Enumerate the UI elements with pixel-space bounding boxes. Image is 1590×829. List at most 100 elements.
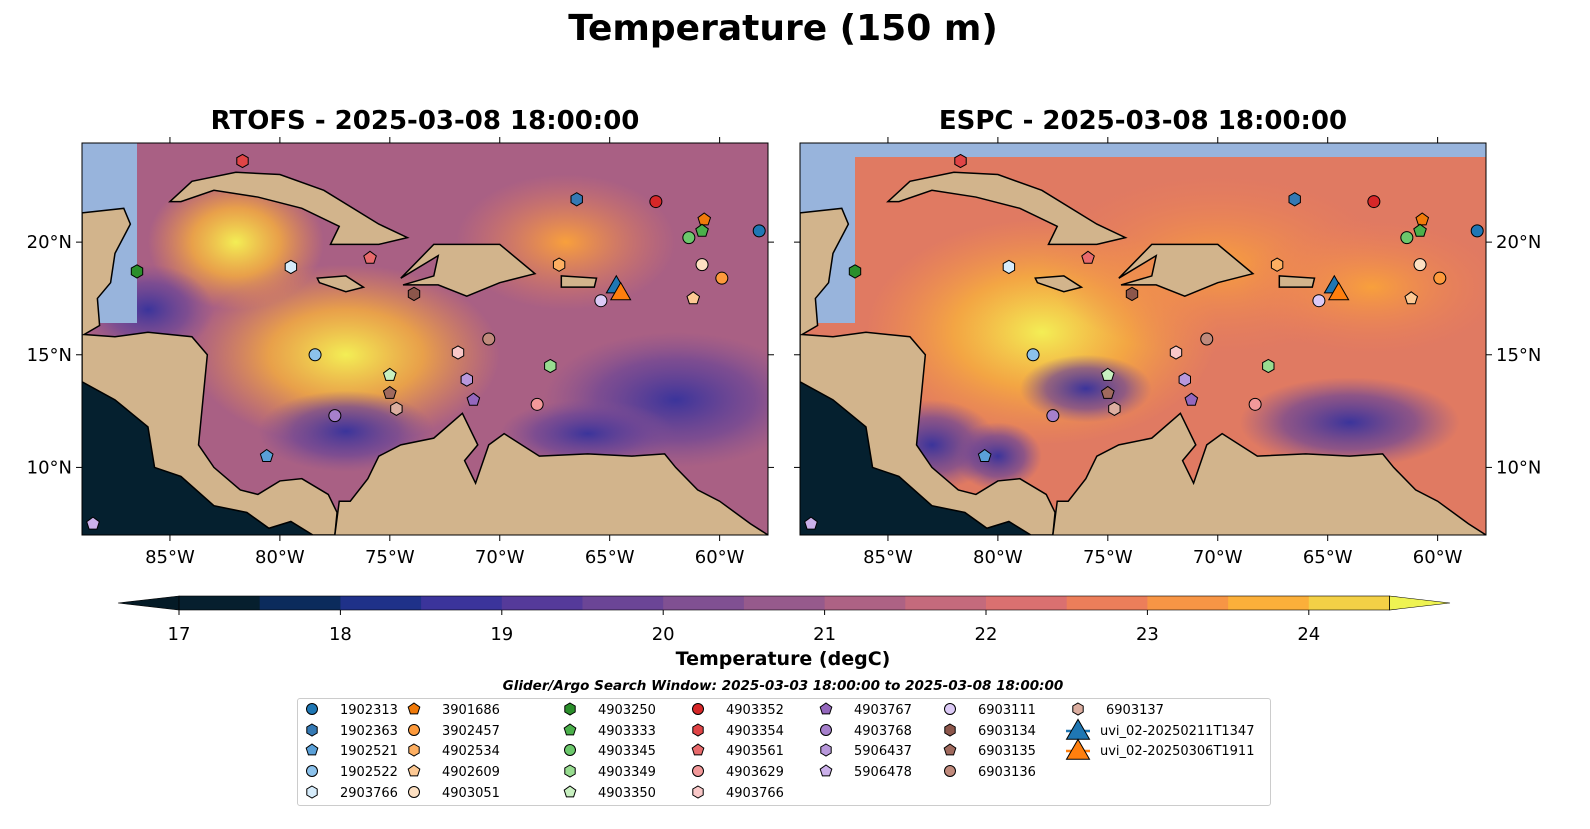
float-4902534-marker — [1270, 257, 1284, 272]
colorbar-bin — [1147, 596, 1229, 610]
legend-entry: 4903354 — [692, 723, 784, 739]
colorbar-tick-label: 20 — [652, 624, 675, 645]
float-4903349-marker — [544, 358, 557, 374]
colorbar-bin — [1066, 596, 1148, 610]
land-hisp — [1118, 243, 1255, 298]
circle-marker-icon — [692, 765, 704, 777]
legend-label: 3901686 — [442, 703, 500, 718]
float-6903111-marker — [594, 294, 608, 308]
hexagon-marker-icon — [1072, 702, 1084, 716]
lat-tick-label: 20°N — [27, 232, 72, 253]
pentagon-marker-icon — [563, 723, 577, 736]
float-4903333-marker — [1413, 223, 1427, 237]
land-cam — [82, 207, 338, 535]
legend-label: 4903768 — [854, 724, 912, 739]
float-6903137-marker — [390, 401, 403, 416]
circle-marker-icon — [408, 724, 420, 736]
legend-label: 4903345 — [598, 744, 656, 759]
map-frame — [799, 142, 1487, 536]
pentagon-marker-icon — [407, 764, 421, 777]
lon-tick-label: 85°W — [145, 547, 195, 568]
colorbar-bin — [259, 596, 341, 610]
float-6903136-marker — [482, 332, 496, 346]
colorbar-tick-label: 19 — [490, 624, 513, 645]
hexagon-marker-icon — [408, 743, 420, 757]
lat-tick-label: 15°N — [1496, 345, 1541, 366]
float-3902457-marker — [1433, 271, 1447, 285]
legend-label: 4903766 — [726, 786, 784, 801]
float-4903250-marker — [848, 264, 862, 279]
float-6903111-marker — [1312, 294, 1326, 308]
lon-tick-label: 70°W — [475, 547, 525, 568]
legend-entry: 3902457 — [408, 724, 500, 739]
legend-entry: 4902534 — [408, 743, 500, 759]
legend-entry: 6903134 — [944, 723, 1036, 739]
legend-label: uvi_02-20250211T1347 — [1100, 724, 1254, 739]
legend-entry: 4902609 — [407, 764, 500, 780]
map-panel-rtofs: 85°W 80°W 75°W 70°W 65°W 60°W 20°N 15°N 10°N — [27, 132, 774, 568]
legend-label: 1902521 — [340, 744, 398, 759]
legend-label: 4903333 — [598, 724, 656, 739]
land-cam — [800, 207, 1056, 535]
float-4903345-marker — [1400, 231, 1414, 245]
land-fla — [236, 132, 271, 141]
float-4903354-marker — [236, 153, 249, 169]
hexagon-marker-icon — [306, 723, 318, 737]
legend-label: 1902313 — [340, 703, 398, 718]
legend-label: 4903629 — [726, 765, 784, 780]
float-4903051-marker — [1413, 258, 1427, 272]
legend-label: 6903136 — [978, 765, 1036, 780]
colorbar-under-extension — [117, 595, 180, 611]
float-3902457-marker — [715, 271, 729, 285]
float-4903561-marker — [363, 250, 377, 264]
colorbar-tick-label: 24 — [1297, 624, 1320, 645]
legend-entry: 6903135 — [943, 743, 1036, 759]
lon-tick-label: 65°W — [1303, 547, 1353, 568]
panel-title-espc: ESPC - 2025-03-08 18:00:00 — [938, 106, 1348, 136]
map-frame — [81, 142, 769, 536]
lon-tick-label: 60°W — [1413, 547, 1463, 568]
legend-label: 6903135 — [978, 744, 1036, 759]
pentagon-marker-icon — [943, 743, 957, 756]
float-1902313-marker — [1470, 224, 1484, 238]
colorbar-tick-label: 18 — [329, 624, 352, 645]
legend-entry: 6903136 — [944, 765, 1036, 780]
float-markers — [86, 153, 766, 530]
float-4903767-marker — [466, 392, 481, 406]
land-cuba — [168, 171, 410, 246]
legend-entry: 4903561 — [691, 743, 784, 759]
colorbar-bin — [582, 596, 664, 610]
float-5906437-marker — [1178, 372, 1191, 387]
float-2903766-marker — [1002, 259, 1016, 275]
colorbar-label: Temperature (degC) — [675, 648, 891, 670]
float-3901686-marker — [697, 212, 712, 226]
legend-entry: 4903333 — [563, 723, 656, 739]
float-4903629-marker — [1248, 397, 1262, 411]
legend-entry: 6903111 — [944, 703, 1036, 718]
colorbar-tick-label: 17 — [168, 624, 191, 645]
legend-entry: 4903766 — [692, 785, 784, 801]
legend-entry: 4903767 — [819, 702, 912, 718]
legend-label: 5906478 — [854, 765, 912, 780]
legend-label: 5906437 — [854, 744, 912, 759]
land-pr — [560, 275, 598, 288]
float-5906478-marker — [804, 516, 818, 530]
float-4903354-marker — [954, 153, 967, 169]
circle-marker-icon — [564, 744, 576, 756]
legend-entry: 1902522 — [306, 765, 398, 780]
float-4903333-marker — [695, 223, 709, 237]
legend-entry: 2903766 — [306, 785, 398, 801]
float-6903137-marker — [1108, 401, 1121, 416]
colorbar-bin — [986, 596, 1068, 610]
colorbar-tick-label: 21 — [813, 624, 836, 645]
float-4903352-marker — [649, 195, 663, 209]
land-jam — [1034, 275, 1084, 293]
land-pr — [1278, 275, 1316, 288]
legend-entry: 4903768 — [820, 724, 912, 739]
legend-label: 6903111 — [978, 703, 1036, 718]
hexagon-marker-icon — [692, 785, 704, 799]
float-markers — [804, 153, 1484, 530]
legend-entry: 1902363 — [306, 723, 398, 739]
lon-tick-label: 75°W — [365, 547, 415, 568]
legend-label: 2903766 — [340, 786, 398, 801]
